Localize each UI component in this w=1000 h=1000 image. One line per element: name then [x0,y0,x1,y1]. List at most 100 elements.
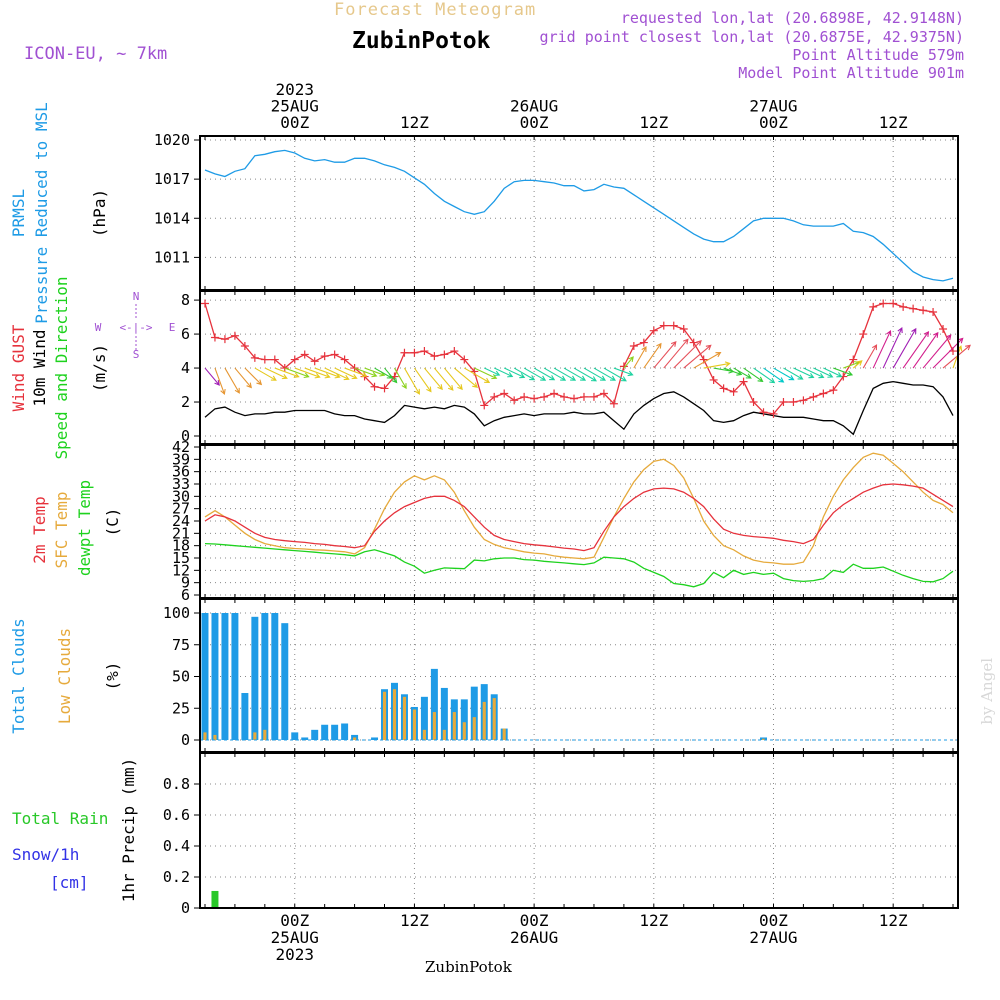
gust-marker [410,348,419,357]
label-prmsl: PRMSL [9,189,28,237]
gust-marker [330,350,339,359]
wind-direction-arrow [912,331,939,369]
gust-marker [799,396,808,405]
gust-marker [420,347,429,356]
wind-direction-arrow [783,367,804,380]
gust-marker [240,341,249,350]
dewpoint-line [204,542,954,588]
wind-direction-arrow [413,367,432,393]
total-cloud-bar [341,723,349,740]
gust-marker [789,398,798,407]
wind-direction-arrow [264,367,288,380]
wind-direction-arrow [613,367,634,377]
wind-direction-arrow [423,367,443,391]
gust-marker [520,392,529,401]
gust-marker [889,299,898,308]
gust-marker [669,321,678,330]
time-label-top: 00Z [759,113,788,132]
gust-marker [450,347,459,356]
label-t2m: 2m Temp [30,496,49,563]
y-tick-label: 27 [172,500,190,518]
gust-marker [550,389,559,398]
wind-direction-arrow [733,367,752,379]
compass-w: W [95,321,102,334]
time-label: 2023 [275,945,314,964]
point-altitude: Point Altitude 579m [792,46,964,64]
wind-direction-arrow [354,367,378,378]
wind-direction-arrow [204,367,220,386]
gust-marker [609,399,618,408]
label-temp-unit: (C) [103,508,122,537]
gust-marker [589,392,598,401]
time-label-top: 27AUG [749,97,797,116]
wind-direction-arrow [793,367,815,379]
gust-marker [819,389,828,398]
pressure-frame [199,135,959,291]
wind-direction-arrow [902,330,930,369]
model-altitude: Model Point Altitude 901m [738,64,964,82]
low-cloud-bar [462,722,466,740]
time-label-top: 00Z [280,113,309,132]
gust-marker [350,364,359,373]
gust-marker [739,377,748,386]
total-cloud-bar [311,729,319,740]
label-low-clouds: Low Clouds [55,628,74,724]
wind-direction-arrow [474,367,498,380]
wind-direction-arrow [513,367,536,381]
y-tick-label: 12 [172,561,190,579]
total-cloud-bar [201,613,209,740]
wind-direction-arrow [833,367,854,377]
wind-direction-arrow [673,339,702,369]
low-cloud-bar [402,696,407,740]
wind-direction-arrow [453,367,479,388]
time-label-top: 12Z [400,113,429,132]
gust-marker [749,398,758,407]
gust-marker [280,364,289,373]
wind-direction-arrow [852,360,863,369]
wind-direction-arrow [254,367,277,381]
y-tick-label: 0 [181,731,190,749]
total-cloud-bar [211,613,219,740]
sfc-temp-line [204,452,954,565]
wind-direction-arrow [813,367,834,378]
total-cloud-bar [251,616,259,740]
total-cloud-bar [271,613,279,740]
gust-marker [230,331,239,340]
wind-direction-arrow [314,367,341,379]
y-tick-label: 18 [172,537,190,555]
wind-direction-arrow [334,367,358,380]
low-cloud-bar [442,729,446,740]
panels: 1011101410171020024686912151821242730333… [154,131,971,917]
gust-marker [939,324,948,333]
compass-n: N [133,290,140,303]
time-label: 00Z [520,911,549,930]
y-tick-label: 1020 [154,131,190,149]
total-cloud-bar [241,693,249,740]
low-cloud-bar [353,737,357,740]
forecast-title: Forecast Meteogram [334,0,537,20]
wind-direction-arrow [892,327,917,369]
label-precip-unit: 1hr Precip (mm) [119,758,138,903]
gust-marker [879,299,888,308]
wind-direction-arrow [523,367,547,381]
time-label: 12Z [879,911,908,930]
gust-marker [619,362,628,371]
wind-direction-arrow [344,367,368,378]
total-cloud-bar [420,696,428,740]
y-tick-label: 42 [172,438,190,456]
gust-marker [370,382,379,391]
y-tick-label: 6 [181,586,190,604]
gust-marker [250,353,259,362]
gust-marker [639,338,648,347]
wind-direction-arrow [563,367,587,381]
wind-direction-arrow [753,367,776,384]
time-label-top: 12Z [639,113,668,132]
gust-marker [300,350,309,359]
wind-direction-arrow [533,367,556,381]
gust-marker [659,321,668,330]
gust-marker [400,348,409,357]
footer-station: ZubinPotok [425,958,512,976]
low-cloud-bar [472,717,476,740]
wind-direction-arrow [603,367,627,382]
